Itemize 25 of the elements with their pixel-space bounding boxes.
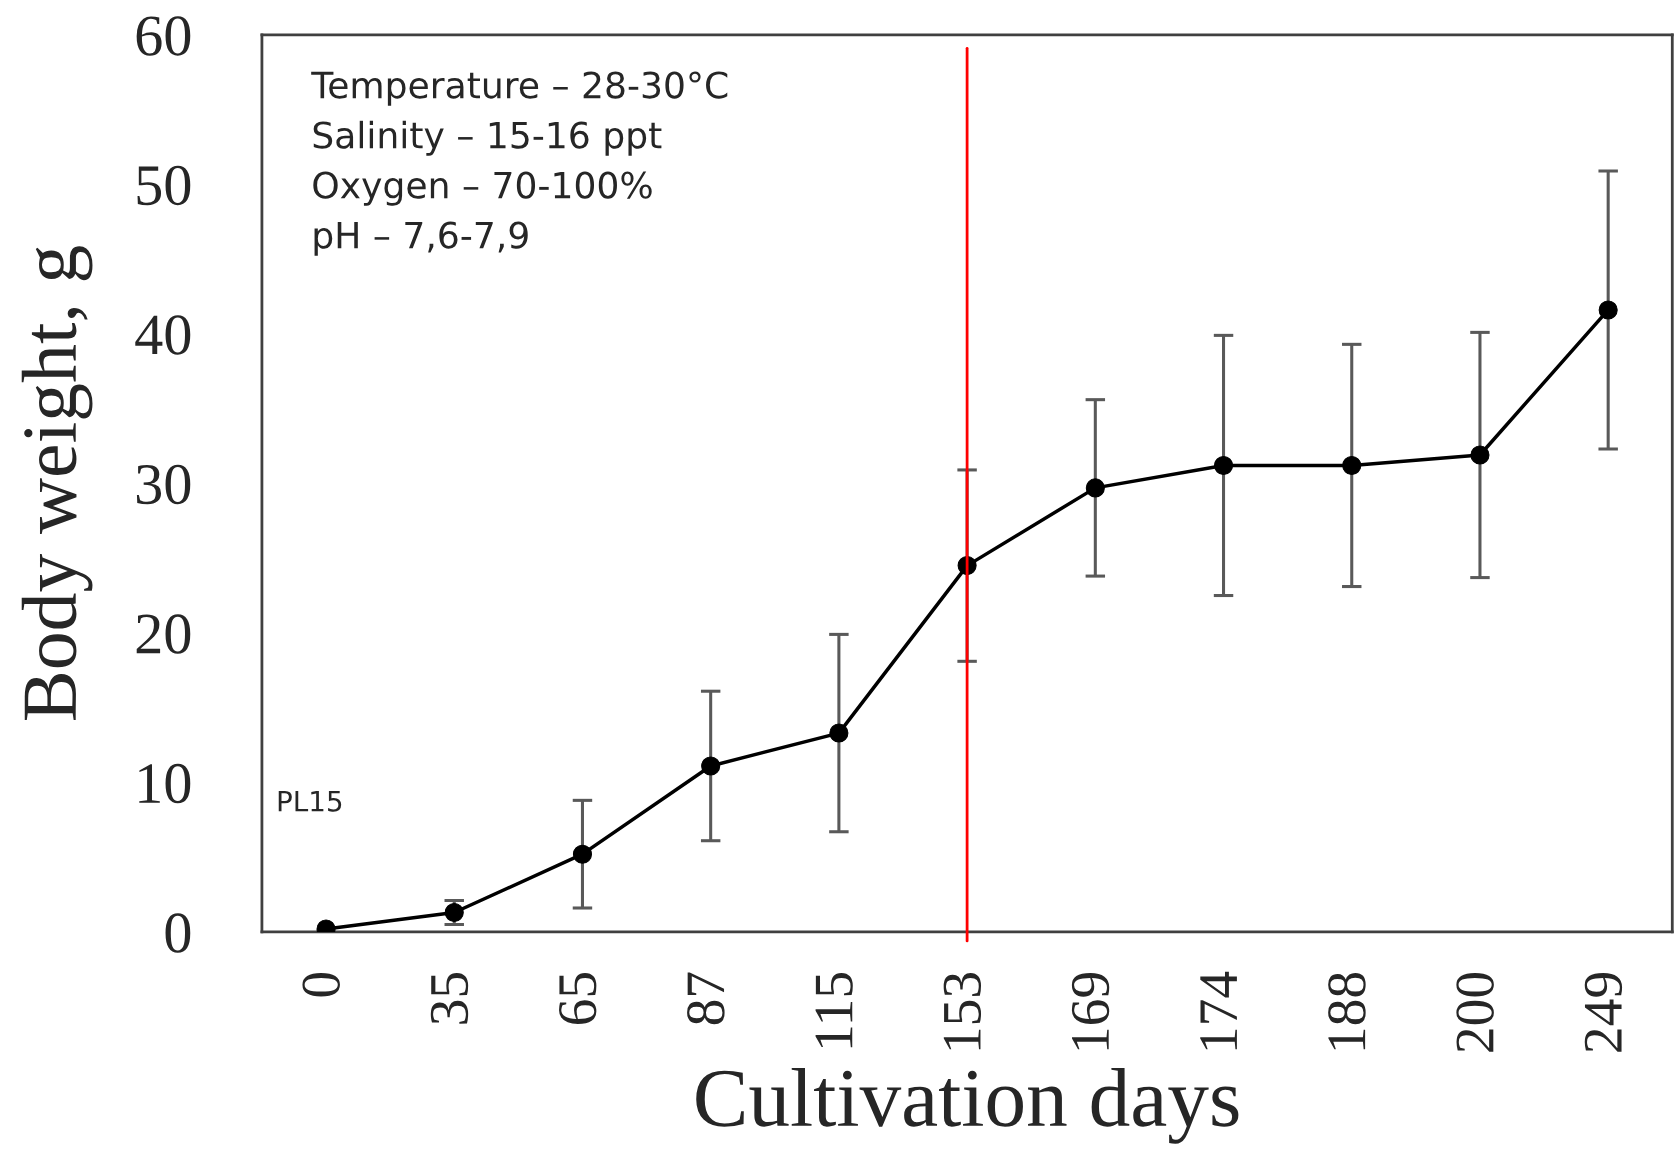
y-tick-label: 0 — [165, 913, 191, 953]
x-tick-label: 87 — [687, 972, 725, 1025]
y-axis-title: Body weight, g — [21, 246, 93, 720]
annotation: Temperature – 28-30°C — [311, 71, 728, 106]
annotation: pH – 7,6-7,9 — [314, 221, 528, 256]
x-tick-label: 188 — [1328, 972, 1366, 1050]
annotation: PL15 — [278, 791, 342, 812]
x-tick-label: 153 — [943, 972, 982, 1050]
x-tick-label: 169 — [1071, 973, 1110, 1050]
x-tick-label: 200 — [1456, 972, 1494, 1052]
x-tick-label: 0 — [302, 972, 340, 997]
x-tick-label: 249 — [1584, 973, 1623, 1052]
y-tick-label: 10 — [139, 763, 191, 804]
x-tick-label: 35 — [430, 972, 469, 1024]
y-tick-label: 40 — [135, 315, 191, 355]
x-axis-title: Cultivation days — [696, 1068, 1239, 1144]
y-tick-label: 60 — [136, 16, 191, 56]
x-tick-label: 115 — [815, 972, 853, 1048]
x-tick-label: 174 — [1200, 971, 1237, 1050]
y-tick-label: 20 — [136, 614, 191, 654]
y-tick-label: 50 — [137, 165, 191, 206]
annotation: Oxygen – 70-100% — [313, 171, 652, 206]
annotation: Salinity – 15-16 ppt — [313, 120, 662, 156]
x-tick-label: 65 — [559, 972, 597, 1024]
y-tick-label: 30 — [136, 464, 191, 505]
